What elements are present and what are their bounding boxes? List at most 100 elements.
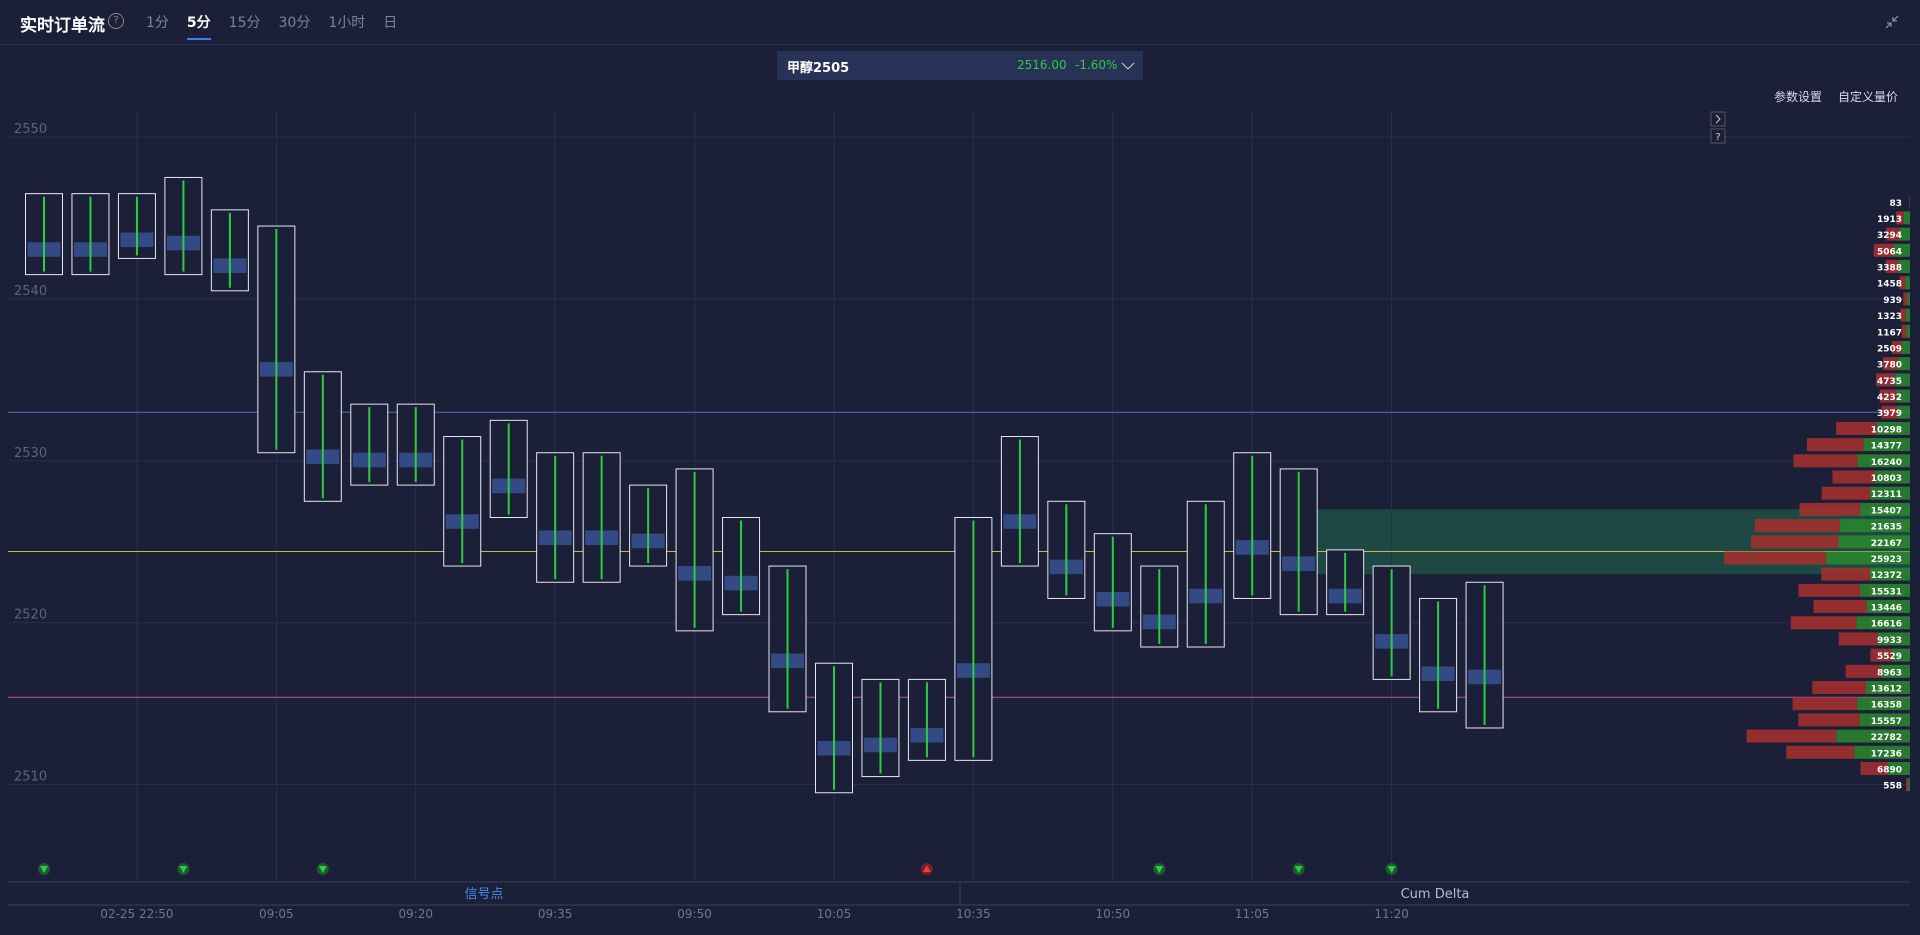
profile-value-label: 8963 bbox=[1877, 668, 1902, 678]
profile-bar-sell bbox=[1792, 697, 1858, 711]
x-tick-label: 09:05 bbox=[259, 907, 294, 921]
footprint-candle bbox=[536, 452, 575, 583]
profile-value-label: 12372 bbox=[1871, 571, 1902, 581]
profile-bar-buy bbox=[1870, 567, 1910, 581]
footprint-candle bbox=[1233, 452, 1272, 599]
profile-bar-buy bbox=[1826, 551, 1910, 565]
signal-arrow bbox=[179, 866, 188, 873]
bottom-tab[interactable]: 信号点 bbox=[464, 887, 503, 902]
profile-value-label: 558 bbox=[1883, 782, 1902, 792]
profile-bar-sell bbox=[1838, 632, 1878, 646]
footprint-poc bbox=[956, 663, 990, 678]
profile-value-label: 15407 bbox=[1871, 506, 1902, 516]
profile-value-label: 16240 bbox=[1871, 458, 1902, 468]
period-tab[interactable]: 30分 bbox=[278, 15, 311, 31]
profile-bar-sell bbox=[1821, 486, 1871, 500]
footprint-poc bbox=[166, 235, 200, 251]
instrument-selector[interactable]: 甲醇2505 2516.00 -1.60% bbox=[777, 51, 1143, 80]
value-area bbox=[1280, 509, 1910, 575]
toolbar: 参数设置 自定义量价 bbox=[1774, 88, 1898, 105]
footprint-candle bbox=[814, 662, 853, 794]
profile-bar-buy bbox=[1901, 340, 1910, 354]
help-icon[interactable]: ? bbox=[108, 13, 124, 29]
footprint-candle bbox=[303, 371, 342, 502]
profile-bar-buy bbox=[1897, 357, 1910, 371]
profile-value-label: 3780 bbox=[1877, 361, 1902, 371]
profile-bar-buy bbox=[1866, 681, 1910, 694]
y-tick-label: 2510 bbox=[14, 770, 47, 785]
footprint-candle bbox=[629, 484, 668, 567]
profile-bar-buy bbox=[1887, 761, 1910, 775]
profile-bar-sell bbox=[1886, 227, 1900, 241]
profile-bar-buy bbox=[1854, 745, 1910, 759]
profile-bar-sell bbox=[1790, 616, 1857, 630]
footprint-poc bbox=[1282, 556, 1316, 571]
period-tab[interactable]: 15分 bbox=[228, 15, 261, 31]
footprint-poc bbox=[724, 575, 758, 591]
x-tick-label: 09:50 bbox=[677, 907, 712, 921]
x-tick-label: 10:35 bbox=[956, 907, 991, 921]
profile-bar-sell bbox=[1798, 583, 1860, 597]
toolbar-button[interactable]: 自定义量价 bbox=[1837, 90, 1898, 104]
profile-value-label: 1167 bbox=[1877, 328, 1902, 338]
footprint-candle bbox=[1326, 549, 1365, 616]
profile-bar-sell bbox=[1870, 648, 1893, 662]
profile-value-label: 13446 bbox=[1871, 604, 1902, 614]
collapse-icon[interactable] bbox=[1882, 12, 1902, 32]
footprint-candle bbox=[1372, 565, 1411, 680]
footprint-poc bbox=[399, 452, 433, 468]
profile-value-label: 25923 bbox=[1871, 555, 1902, 565]
profile-bar-buy bbox=[1877, 632, 1910, 646]
profile-bar-buy bbox=[1836, 729, 1910, 743]
footprint-candle bbox=[117, 193, 156, 259]
profile-value-label: 17236 bbox=[1871, 749, 1902, 759]
footprint-candle bbox=[1279, 468, 1318, 616]
profile-value-label: 4735 bbox=[1877, 377, 1902, 387]
footprint-candle bbox=[164, 176, 203, 276]
footprint-poc bbox=[771, 653, 805, 669]
profile-bar-buy bbox=[1859, 583, 1910, 597]
signal-arrow bbox=[40, 866, 48, 873]
footprint-candle bbox=[1093, 533, 1132, 632]
profile-value-label: 15557 bbox=[1871, 717, 1902, 727]
profile-value-label: 9933 bbox=[1877, 636, 1902, 646]
footprint-poc bbox=[445, 514, 479, 529]
footprint-poc bbox=[1328, 588, 1362, 604]
footprint-poc bbox=[1142, 614, 1176, 630]
profile-bar-sell bbox=[1754, 519, 1841, 533]
profile-bar-buy bbox=[1905, 308, 1910, 322]
profile-bar-buy bbox=[1897, 405, 1910, 419]
profile-bar-buy bbox=[1857, 697, 1910, 711]
signal-marker bbox=[920, 863, 933, 875]
y-tick-label: 2520 bbox=[14, 608, 47, 623]
footprint-poc bbox=[1003, 514, 1037, 529]
profile-bar-buy bbox=[1903, 211, 1910, 225]
profile-value-label: 15531 bbox=[1871, 587, 1902, 597]
footprint-candle bbox=[350, 403, 389, 486]
footprint-candle bbox=[768, 565, 807, 713]
footprint-poc bbox=[306, 449, 340, 465]
profile-bar-buy bbox=[1838, 535, 1910, 549]
footprint-poc bbox=[538, 530, 572, 546]
profile-value-label: 5529 bbox=[1877, 652, 1902, 662]
footprint-candle bbox=[907, 678, 946, 761]
signal-arrow bbox=[1387, 866, 1396, 873]
period-tab[interactable]: 日 bbox=[383, 15, 398, 31]
footprint-candle bbox=[25, 193, 63, 276]
profile-bar-sell bbox=[1901, 324, 1907, 338]
instrument-price: 2516.00 bbox=[1017, 58, 1067, 72]
footprint-poc bbox=[73, 242, 107, 257]
period-tab[interactable]: 5分 bbox=[186, 12, 211, 40]
signal-marker bbox=[38, 863, 50, 875]
profile-value-label: 22782 bbox=[1871, 733, 1902, 743]
footprint-candle bbox=[489, 419, 528, 518]
profile-value-label: 4232 bbox=[1877, 393, 1902, 403]
toolbar-button[interactable]: 参数设置 bbox=[1773, 90, 1822, 104]
instrument-change: -1.60% bbox=[1075, 58, 1118, 72]
period-tab[interactable]: 1分 bbox=[146, 15, 169, 31]
side-button bbox=[1710, 111, 1726, 127]
bottom-tab[interactable]: Cum Delta bbox=[1401, 887, 1470, 902]
period-tab[interactable]: 1小时 bbox=[328, 15, 366, 31]
page-title: 实时订单流 bbox=[20, 16, 105, 36]
